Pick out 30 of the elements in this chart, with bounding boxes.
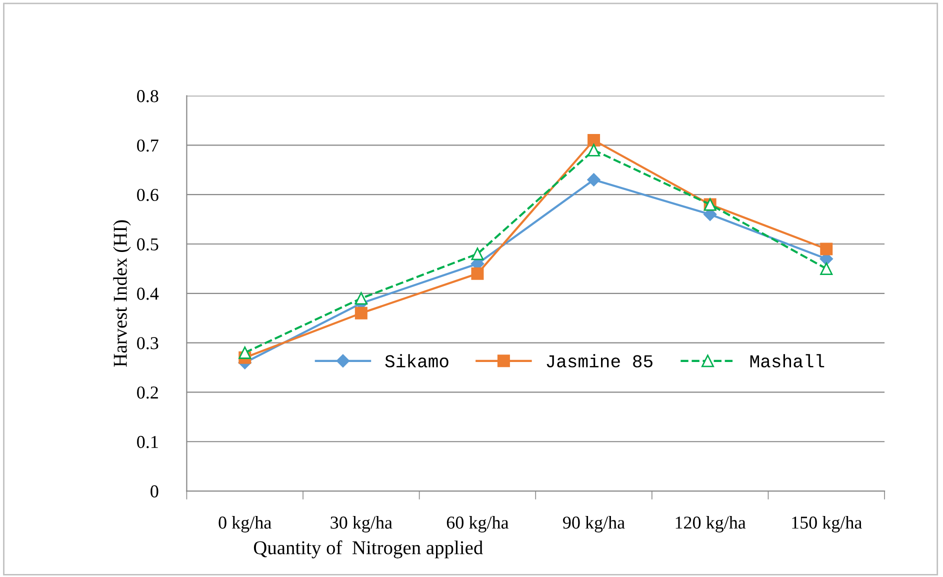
x-tick-label: 0 kg/ha <box>218 516 272 532</box>
y-tick-label: 0.1 <box>137 436 158 448</box>
point <box>820 262 833 275</box>
point <box>471 248 484 260</box>
legend-label: Sikamo <box>385 354 448 368</box>
y-tick-label: 0.7 <box>137 139 158 152</box>
legend-label: Jasmine 85 <box>546 354 652 368</box>
point <box>238 346 252 359</box>
y-tick-label: 0.2 <box>137 386 158 399</box>
y-tick-label: 0.8 <box>137 90 158 102</box>
y-tick-label: 0.3 <box>137 337 158 350</box>
y-tick-label: 0.4 <box>137 288 159 300</box>
point <box>354 306 368 320</box>
point <box>354 292 368 305</box>
x-tick-label: 30 kg/ha <box>330 516 392 532</box>
point <box>588 134 600 146</box>
x-tick-label: 150 kg/ha <box>792 516 862 532</box>
point <box>820 242 833 256</box>
point <box>588 144 600 156</box>
y-tick-label: 0.5 <box>137 238 158 251</box>
y-tick-label: 0 <box>150 485 158 498</box>
x-tick-label: 60 kg/ha <box>446 516 509 532</box>
point <box>587 173 600 186</box>
x-tick-label: 90 kg/ha <box>563 516 625 532</box>
point <box>471 267 484 280</box>
x-axis-title: Quantity of Nitrogen applied <box>254 540 483 558</box>
y-tick-label: 0.6 <box>137 188 158 202</box>
y-axis-title: Harvest Index (HI) <box>113 220 131 367</box>
x-tick-label: 120 kg/ha <box>676 516 746 532</box>
legend-label: Mashall <box>750 354 824 368</box>
